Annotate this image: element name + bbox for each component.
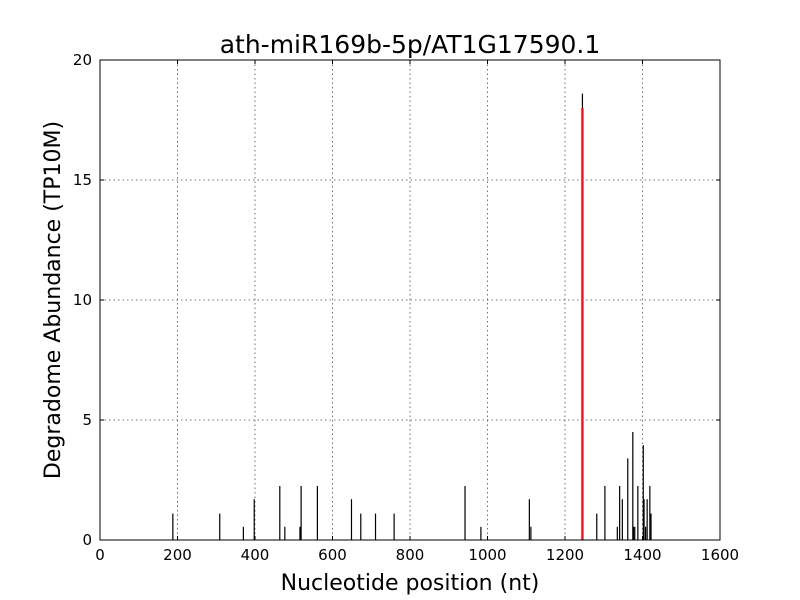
x-tick-label: 1200 bbox=[546, 546, 584, 564]
x-tick-label: 0 bbox=[95, 546, 105, 564]
y-tick-label: 5 bbox=[82, 411, 92, 429]
x-tick-label: 1000 bbox=[468, 546, 506, 564]
x-tick-label: 800 bbox=[396, 546, 425, 564]
x-tick-label: 1400 bbox=[623, 546, 661, 564]
y-tick-label: 10 bbox=[73, 291, 92, 309]
y-axis-label: Degradome Abundance (TP10M) bbox=[41, 121, 66, 479]
y-tick-label: 20 bbox=[73, 51, 92, 69]
x-tick-label: 1600 bbox=[701, 546, 739, 564]
chart-title: ath-miR169b-5p/AT1G17590.1 bbox=[220, 30, 601, 59]
black-bars-series bbox=[173, 94, 651, 540]
y-tick-label: 0 bbox=[82, 531, 92, 549]
x-tick-label: 400 bbox=[241, 546, 270, 564]
x-tick-label: 200 bbox=[163, 546, 192, 564]
x-tick-label: 600 bbox=[318, 546, 347, 564]
y-tick-label: 15 bbox=[73, 171, 92, 189]
x-axis-label: Nucleotide position (nt) bbox=[281, 571, 540, 596]
grid-lines bbox=[100, 60, 720, 540]
